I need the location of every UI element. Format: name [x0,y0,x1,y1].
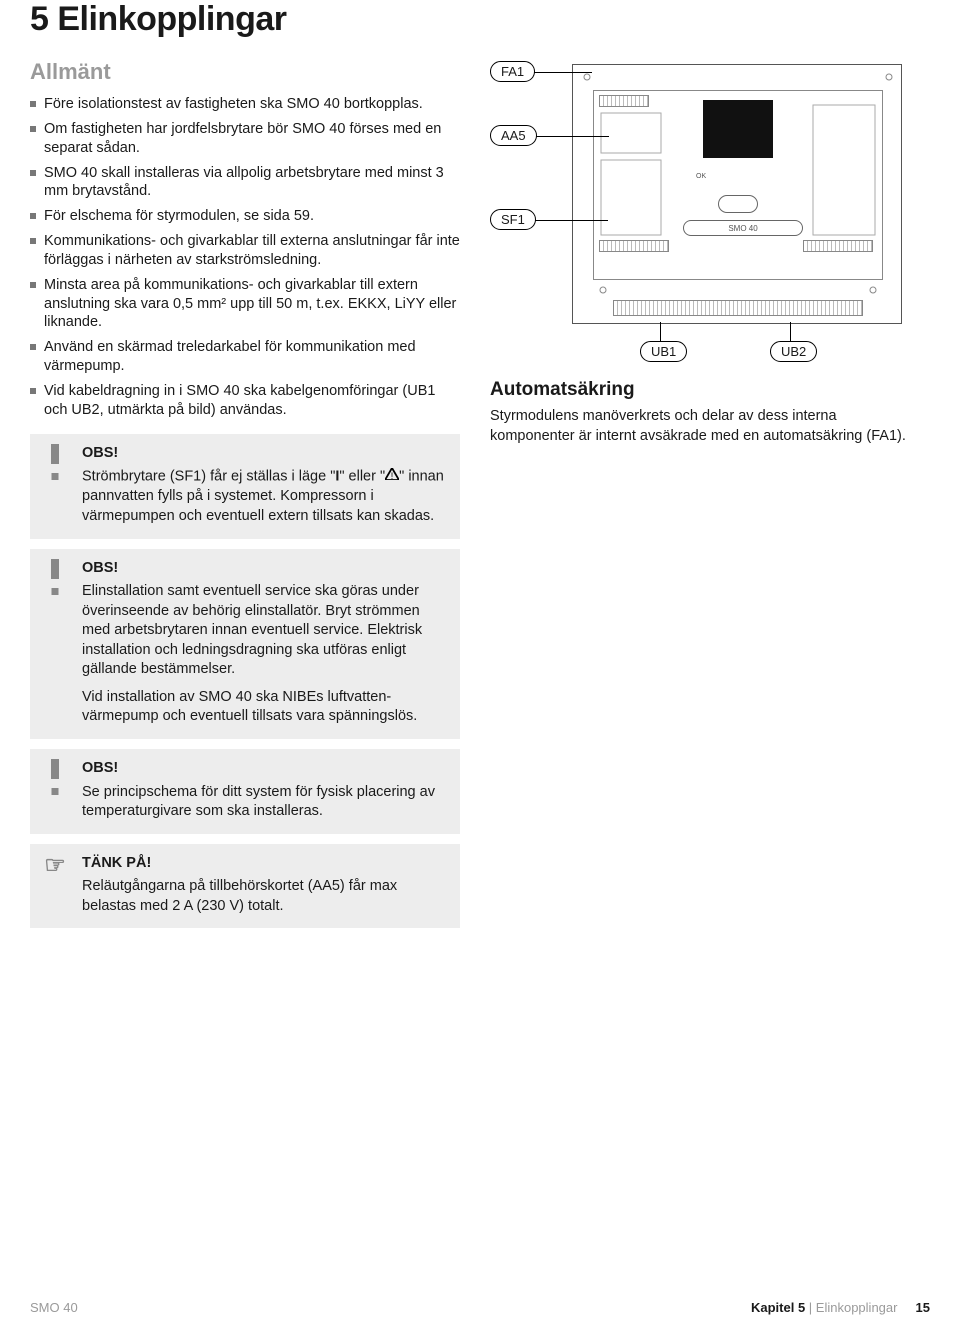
diagram-label-ub1: UB1 [640,341,687,362]
callout-text: Strömbrytare (SF1) får ej ställas i läge… [82,467,448,526]
exclamation-icon [40,759,70,793]
callout-text: Elinstallation samt eventuell service sk… [82,582,448,680]
svg-text:!: ! [391,471,394,480]
callout-obs-3: OBS! Se principschema för ditt system fö… [30,749,460,834]
footer-chapter-name: Elinkopplingar [816,1300,898,1315]
page-footer: SMO 40 Kapitel 5 | Elinkopplingar 15 [30,1300,930,1315]
diagram-lead [790,322,791,342]
subheading-automatsakring: Automatsäkring [490,379,920,401]
footer-chapter-label: Kapitel 5 [751,1300,805,1315]
diagram-label-aa5: AA5 [490,125,537,146]
terminal-strip [599,95,649,107]
terminal-strip [599,240,669,252]
diagram-lead [534,136,609,137]
exclamation-icon [40,444,70,478]
callout-title: OBS! [82,444,448,464]
diagram-lead [532,72,592,73]
device-screen [703,100,773,158]
callout-title: OBS! [82,559,448,579]
bullet-item: För elschema för styrmodulen, se sida 59… [30,207,460,226]
bullet-list: Före isolationstest av fastigheten ska S… [30,95,460,420]
device-dial [718,195,758,213]
bullet-item: Om fastigheten har jordfelsbrytare bör S… [30,120,460,158]
callout-tip: ☞ TÄNK PÅ! Reläutgångarna på tillbehörsk… [30,844,460,929]
device-model-label: SMO 40 [683,220,803,236]
diagram-lead [660,322,661,342]
footer-right: Kapitel 5 | Elinkopplingar 15 [751,1300,930,1315]
right-column: FA1 AA5 SF1 UB1 UB2 OK SMO 40 [490,59,920,938]
bullet-item: Vid kabeldragning in i SMO 40 ska kabelg… [30,382,460,420]
section-heading-general: Allmänt [30,59,460,85]
callout-text: Se principschema för ditt system för fys… [82,783,448,822]
callout-title: TÄNK PÅ! [82,854,448,874]
callout-title: OBS! [82,759,448,779]
wiring-diagram: FA1 AA5 SF1 UB1 UB2 OK SMO 40 [490,59,910,369]
callout-obs-1: OBS! Strömbrytare (SF1) får ej ställas i… [30,434,460,539]
bullet-item: Före isolationstest av fastigheten ska S… [30,95,460,114]
footer-page-number: 15 [916,1300,930,1315]
page-title: 5 Elinkopplingar [30,0,930,39]
hand-point-icon: ☞ [40,854,70,888]
callout-text: Reläutgångarna på tillbehörskortet (AA5)… [82,877,448,916]
diagram-lead [530,220,608,221]
bullet-item: Använd en skärmad treledarkabel för komm… [30,338,460,376]
device-ok-label: OK [696,173,706,180]
bullet-item: Kommunikations- och givarkablar till ext… [30,232,460,270]
callout-obs-2: OBS! Elinstallation samt eventuell servi… [30,549,460,740]
terminal-strip-bottom [613,300,863,316]
footer-left: SMO 40 [30,1300,78,1315]
bullet-item: Minsta area på kommunikations- och givar… [30,276,460,333]
device-enclosure: OK SMO 40 [572,64,902,324]
exclamation-icon [40,559,70,593]
triangle-icon: ! [385,467,399,487]
diagram-label-fa1: FA1 [490,61,535,82]
left-column: Allmänt Före isolationstest av fastighet… [30,59,460,938]
diagram-label-ub2: UB2 [770,341,817,362]
diagram-label-sf1: SF1 [490,209,536,230]
bullet-item: SMO 40 skall installeras via allpolig ar… [30,164,460,202]
callout-text: Vid installation av SMO 40 ska NIBEs luf… [82,688,448,727]
terminal-strip [803,240,873,252]
body-text: Styrmodulens manöverkrets och delar av d… [490,407,920,446]
